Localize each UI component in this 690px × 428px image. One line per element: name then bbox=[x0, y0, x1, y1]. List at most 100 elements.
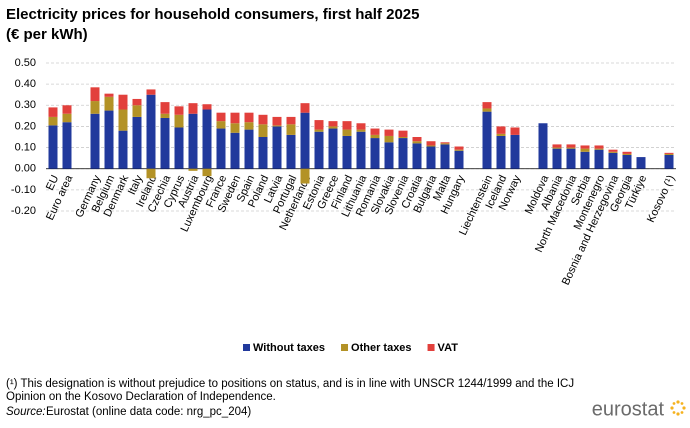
bar-segment bbox=[370, 134, 380, 139]
bar-segment bbox=[258, 114, 268, 125]
footnote: (¹) This designation is without prejudic… bbox=[6, 378, 574, 390]
x-tick-label: Kosovo (¹) bbox=[645, 173, 677, 224]
bar-segment bbox=[608, 152, 618, 169]
bar-segment bbox=[104, 96, 114, 111]
bar-segment bbox=[272, 116, 282, 126]
bar-segment bbox=[342, 121, 352, 130]
bar-segment bbox=[622, 153, 632, 155]
bar-segment bbox=[90, 113, 100, 169]
y-tick-label: 0.00 bbox=[15, 163, 36, 175]
bar-segment bbox=[104, 93, 114, 97]
bar-segment bbox=[440, 143, 450, 145]
bar-segment bbox=[328, 126, 338, 129]
bar-segment bbox=[664, 154, 674, 169]
bar-segment bbox=[426, 141, 436, 146]
bar-segment bbox=[426, 145, 436, 147]
bar-segment bbox=[48, 107, 58, 117]
bar-segment bbox=[552, 147, 562, 149]
chart-title: Electricity prices for household consume… bbox=[6, 6, 419, 23]
bar-segment bbox=[188, 113, 198, 169]
bar-segment bbox=[174, 127, 184, 169]
bar-segment bbox=[244, 112, 254, 123]
bar-segment bbox=[356, 129, 366, 132]
bar-segment bbox=[132, 105, 142, 117]
bar-segment bbox=[286, 116, 296, 125]
bar-segment bbox=[608, 149, 618, 152]
bar-segment bbox=[174, 114, 184, 128]
bar-segment bbox=[398, 138, 408, 169]
bar-segment bbox=[566, 144, 576, 148]
bar-segment bbox=[496, 135, 506, 169]
bar-segment bbox=[286, 134, 296, 169]
bar-segment bbox=[342, 135, 352, 169]
bar-segment bbox=[370, 138, 380, 169]
bar-segment bbox=[496, 133, 506, 136]
bar-segment bbox=[104, 110, 114, 169]
bar-segment bbox=[510, 127, 520, 135]
legend-label: Without taxes bbox=[253, 342, 325, 354]
chart-subtitle: (€ per kWh) bbox=[6, 26, 88, 43]
bar-segment bbox=[202, 168, 212, 177]
y-tick-label: 0.40 bbox=[15, 78, 36, 90]
bar-segment bbox=[300, 112, 310, 169]
legend-swatch bbox=[243, 344, 250, 351]
bar-segment bbox=[440, 144, 450, 169]
bar-segment bbox=[48, 116, 58, 126]
bar-segment bbox=[594, 145, 604, 149]
bar-segment bbox=[188, 168, 198, 171]
bar-segment bbox=[272, 125, 282, 127]
y-tick-label: 0.10 bbox=[15, 141, 36, 153]
bar-segment bbox=[132, 98, 142, 106]
x-tick-label: EU bbox=[44, 173, 61, 192]
bar-segment bbox=[328, 128, 338, 169]
bar-segment bbox=[160, 102, 170, 114]
bar-segment bbox=[370, 128, 380, 135]
bar-segment bbox=[496, 126, 506, 134]
bar-segment bbox=[510, 134, 520, 169]
bar-segment bbox=[174, 106, 184, 115]
y-tick-label: -0.20 bbox=[11, 205, 36, 217]
bar-segment bbox=[118, 109, 128, 131]
bar-segment bbox=[90, 101, 100, 114]
bar-segment bbox=[384, 129, 394, 136]
bar-segment bbox=[440, 142, 450, 144]
bar-segment bbox=[244, 129, 254, 169]
bar-segment bbox=[286, 124, 296, 135]
bar-segment bbox=[202, 104, 212, 110]
bar-segment bbox=[314, 129, 324, 132]
y-tick-label: -0.10 bbox=[11, 184, 36, 196]
bar-segment bbox=[300, 103, 310, 113]
bar-segment bbox=[384, 135, 394, 143]
bar-segment bbox=[118, 130, 128, 169]
bar-segment bbox=[664, 153, 674, 155]
legend-swatch bbox=[341, 344, 349, 351]
bar-segment bbox=[188, 103, 198, 114]
bar-segment bbox=[552, 144, 562, 148]
bar-segment bbox=[580, 148, 590, 152]
bar-segment bbox=[216, 128, 226, 169]
bar-segment bbox=[258, 137, 268, 169]
logo-icon bbox=[670, 400, 686, 416]
bar-segment bbox=[482, 108, 492, 112]
bar-segment bbox=[146, 168, 156, 179]
bar-segment bbox=[636, 157, 646, 169]
source-label: Source: bbox=[6, 406, 46, 418]
y-tick-label: 0.20 bbox=[15, 120, 36, 132]
bar-segment bbox=[314, 131, 324, 169]
bar-segment bbox=[230, 132, 240, 169]
bar-segment bbox=[62, 105, 72, 114]
bar-segment bbox=[230, 112, 240, 124]
bar-segment bbox=[314, 120, 324, 130]
bar-segment bbox=[566, 147, 576, 149]
bar-segment bbox=[412, 143, 422, 169]
bar-segment bbox=[426, 146, 436, 169]
legend-swatch bbox=[427, 344, 435, 351]
bar-segment bbox=[328, 121, 338, 127]
bar-segment bbox=[454, 149, 464, 151]
source: Eurostat (online data code: nrg_pc_204) bbox=[46, 406, 251, 418]
bar-segment bbox=[146, 89, 156, 95]
bar-segment bbox=[552, 148, 562, 169]
bar-segment bbox=[118, 94, 128, 110]
bar-segment bbox=[482, 111, 492, 169]
